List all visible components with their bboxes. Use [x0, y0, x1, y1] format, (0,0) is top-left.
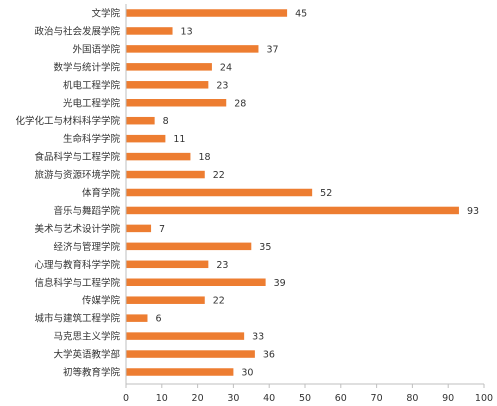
bar [126, 99, 227, 107]
bar [126, 188, 313, 197]
data-label: 6 [155, 314, 161, 325]
data-label: 22 [213, 170, 225, 181]
category-label: 信息科学与工程学院 [34, 277, 120, 289]
category-label: 旅游与资源环境学院 [34, 169, 120, 181]
data-label: 93 [467, 206, 479, 217]
category-label: 食品科学与工程学院 [34, 151, 120, 163]
data-label: 23 [216, 80, 228, 91]
x-tick-label: 30 [227, 393, 239, 404]
bar [126, 278, 266, 286]
category-axis-labels: 文学院政治与社会发展学院外国语学院数学与统计学院机电工程学院光电工程学院化学化工… [15, 8, 120, 379]
category-label: 经济与管理学院 [53, 241, 120, 253]
data-label: 39 [274, 278, 286, 289]
category-label: 音乐与舞蹈学院 [53, 205, 120, 217]
category-label: 城市与建筑工程学院 [34, 313, 120, 325]
x-tick-label: 100 [475, 393, 493, 404]
x-tick-label: 40 [263, 393, 275, 404]
x-tick-label: 50 [299, 393, 311, 404]
x-tick-label: 0 [123, 393, 129, 404]
bar [126, 296, 205, 304]
bar [126, 63, 212, 71]
category-label: 数学与统计学院 [53, 61, 120, 73]
data-label: 13 [181, 26, 193, 37]
bar [126, 27, 173, 35]
bar [126, 152, 191, 161]
bar [126, 224, 152, 233]
bar [126, 9, 288, 17]
x-tick-label: 10 [156, 393, 168, 404]
category-label: 机电工程学院 [63, 79, 121, 91]
value-axis-ticks: 0 10 20 30 40 50 60 70 80 90 100 [123, 384, 493, 404]
category-label: 体育学院 [82, 187, 121, 199]
category-label: 初等教育学院 [63, 367, 121, 379]
data-label: 36 [263, 350, 275, 361]
bar [126, 170, 205, 179]
category-label: 传媒学院 [82, 295, 121, 307]
bar [126, 314, 148, 322]
data-label: 52 [320, 188, 332, 199]
bar [126, 368, 234, 376]
bar [126, 332, 245, 340]
x-tick-label: 70 [371, 393, 383, 404]
bar [126, 134, 166, 143]
data-label: 8 [163, 116, 169, 127]
bar [126, 81, 209, 89]
category-label: 光电工程学院 [63, 97, 121, 109]
category-label: 马克思主义学院 [53, 331, 120, 343]
bar-series [126, 9, 459, 376]
bar [126, 242, 252, 251]
x-tick-label: 80 [406, 393, 418, 404]
bar [126, 350, 255, 358]
bar [126, 206, 459, 215]
data-label: 11 [173, 134, 185, 145]
data-label: 22 [213, 296, 225, 307]
category-label: 心理与教育科学学院 [34, 259, 120, 271]
x-tick-label: 20 [192, 393, 204, 404]
category-label: 文学院 [91, 8, 120, 20]
bar [126, 45, 259, 53]
category-label: 大学英语教学部 [53, 349, 120, 361]
category-label: 美术与艺术设计学院 [34, 223, 120, 235]
data-label: 7 [159, 224, 165, 235]
category-label: 外国语学院 [72, 43, 120, 55]
data-label: 45 [295, 9, 307, 20]
data-label: 35 [259, 242, 271, 253]
data-label: 33 [252, 332, 264, 343]
data-label: 37 [266, 44, 278, 55]
data-label: 24 [220, 62, 232, 73]
data-label: 30 [241, 368, 253, 379]
bar [126, 116, 155, 125]
bar [126, 260, 209, 269]
x-tick-label: 90 [442, 393, 454, 404]
x-tick-label: 60 [335, 393, 347, 404]
category-label: 政治与社会发展学院 [34, 25, 120, 37]
data-label: 23 [216, 260, 228, 271]
data-label: 18 [198, 152, 210, 163]
category-label: 生命科学学院 [63, 133, 121, 145]
data-label: 28 [234, 98, 246, 109]
category-label: 化学化工与材料科学学院 [15, 115, 120, 127]
